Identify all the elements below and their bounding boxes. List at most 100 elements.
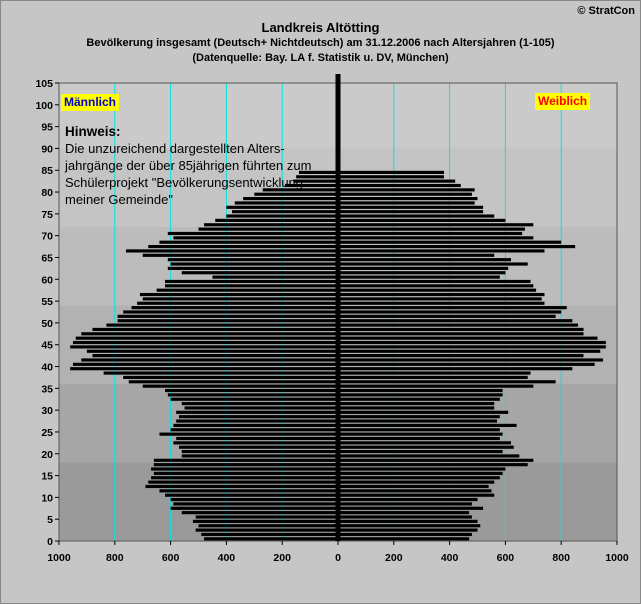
bar-female (338, 210, 484, 214)
bar-female (338, 537, 470, 541)
bar-male (72, 362, 338, 366)
bar-female (338, 463, 528, 467)
bar-female (338, 515, 472, 519)
bar-female (338, 244, 576, 249)
bar-male (204, 537, 338, 541)
bar-female (338, 489, 492, 493)
chart-subtitle: Bevölkerung insgesamt (Deutsch+ Nichtdeu… (86, 37, 555, 49)
bar-female (338, 497, 478, 502)
bar-male (198, 524, 338, 528)
y-tick-label: 10 (41, 492, 53, 504)
chart-title: Landkreis Altötting (261, 20, 380, 35)
bar-male (226, 214, 338, 218)
bar-male (123, 310, 338, 314)
bar-male (226, 205, 338, 209)
bar-male (176, 410, 338, 414)
bar-male (153, 471, 338, 475)
bar-female (338, 214, 495, 218)
x-tick-label: 800 (106, 552, 124, 564)
bar-female (338, 349, 601, 353)
bar-male (198, 227, 338, 231)
bar-male (173, 441, 338, 445)
bar-female (338, 306, 567, 310)
bar-female (338, 432, 503, 436)
bar-female (338, 458, 534, 462)
female-label: Weiblich (535, 93, 591, 110)
bar-male (151, 476, 338, 480)
bar-female (338, 354, 584, 358)
bar-male (117, 319, 338, 323)
bar-female (338, 236, 534, 240)
y-tick-label: 20 (41, 449, 53, 461)
x-tick-label: 800 (552, 552, 570, 564)
y-tick-label: 95 (41, 122, 53, 134)
bar-male (123, 375, 338, 380)
y-tick-label: 5 (47, 514, 53, 526)
bar-female (338, 319, 573, 323)
y-tick-label: 100 (35, 100, 53, 112)
bar-male (128, 380, 338, 384)
bar-male (170, 506, 338, 510)
bar-female (338, 532, 472, 537)
bar-male (284, 183, 338, 188)
bar-male (142, 297, 338, 301)
bar-female (338, 284, 534, 288)
bar-male (142, 253, 338, 257)
bar-male (81, 332, 338, 336)
bar-male (195, 515, 338, 519)
bar-male (167, 258, 338, 262)
bar-male (184, 406, 338, 410)
bar-male (86, 349, 339, 353)
bar-female (338, 493, 495, 497)
bar-female (338, 467, 506, 471)
bar-female (338, 388, 503, 393)
bar-male (215, 218, 338, 222)
bar-female (338, 454, 520, 458)
bar-male (142, 384, 338, 388)
y-tick-label: 105 (35, 78, 53, 90)
bar-female (338, 406, 495, 410)
bar-female (338, 410, 509, 414)
bar-female (338, 231, 523, 236)
bar-female (338, 362, 595, 366)
bar-male (204, 223, 338, 227)
y-tick-label: 70 (41, 231, 53, 243)
bar-male (117, 314, 338, 318)
bar-male (70, 345, 338, 349)
bar-male (92, 327, 338, 332)
bar-male (139, 292, 338, 297)
bar-male (170, 262, 338, 266)
bar-female (338, 528, 478, 532)
bar-female (338, 188, 475, 192)
bar-male (170, 428, 338, 432)
bar-male (167, 393, 338, 397)
bar-male (165, 388, 338, 393)
bar-male (165, 284, 338, 288)
bar-female (338, 249, 545, 253)
y-tick-label: 30 (41, 405, 53, 417)
y-tick-label: 0 (47, 536, 53, 548)
bar-male (156, 288, 338, 292)
y-tick-label: 15 (41, 471, 53, 483)
bar-male (262, 188, 338, 192)
bar-female (338, 506, 484, 510)
y-tick-label: 50 (41, 318, 53, 330)
bar-female (338, 450, 503, 454)
bar-male (72, 340, 338, 345)
bar-male (173, 423, 338, 427)
bar-female (338, 524, 481, 528)
x-tick-label: 600 (497, 552, 515, 564)
bar-female (338, 471, 503, 475)
bar-female (338, 445, 514, 449)
bar-female (338, 419, 498, 423)
bar-male (181, 450, 338, 454)
bar-male (159, 240, 338, 244)
copyright: © StratCon (577, 5, 635, 17)
y-tick-label: 90 (41, 143, 53, 155)
bar-male (212, 275, 338, 279)
bar-male (181, 402, 338, 406)
x-tick-label: 400 (218, 552, 236, 564)
bar-male (293, 179, 338, 183)
bar-female (338, 218, 506, 222)
bar-female (338, 428, 500, 432)
